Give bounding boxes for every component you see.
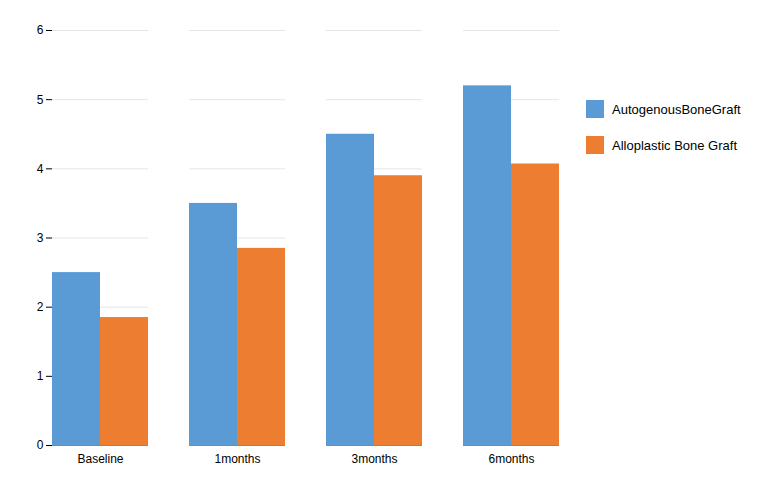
- svg-text:0: 0: [37, 438, 44, 452]
- svg-text:2: 2: [37, 300, 44, 314]
- svg-text:1: 1: [37, 369, 44, 383]
- svg-text:5: 5: [37, 93, 44, 107]
- svg-text:6months: 6months: [488, 452, 534, 466]
- svg-text:6: 6: [37, 23, 44, 37]
- html-text:Alloplastic Bone Graft: Alloplastic Bone Graft: [612, 137, 737, 153]
- svg-text:1months: 1months: [214, 452, 260, 466]
- html-text:AutogenousBoneGraft: AutogenousBoneGraft: [612, 101, 741, 117]
- svg-text:4: 4: [37, 162, 44, 176]
- svg-text:Baseline: Baseline: [77, 452, 123, 466]
- svg-text:3months: 3months: [351, 452, 397, 466]
- svg-text:3: 3: [37, 231, 44, 245]
